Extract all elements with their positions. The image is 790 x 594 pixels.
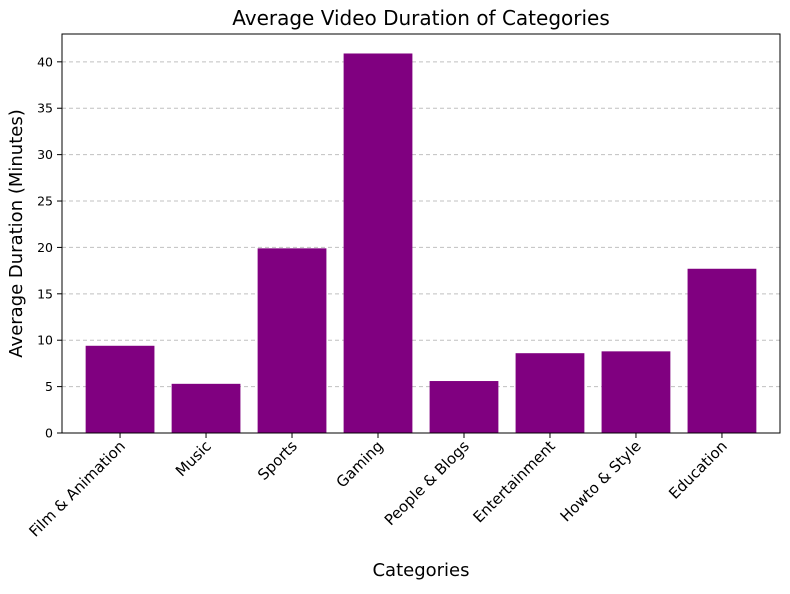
x-tick-label: Gaming [333,437,387,491]
bar [257,248,327,433]
x-axis-label: Categories [372,560,469,581]
x-tick-label: People & Blogs [381,437,473,529]
y-tick-label: 10 [37,333,53,348]
y-tick-label: 20 [37,240,53,255]
x-axis-ticks: Film & Animation Music Sports GamingPeople … [25,433,731,540]
bar [429,381,499,433]
y-tick-label: 40 [37,54,53,69]
y-tick-label: 25 [37,194,53,209]
chart-title: Average Video Duration of Categories [232,6,610,30]
x-tick-label: Sports [254,437,301,484]
bar [687,268,757,433]
x-tick-label: Howto & Style [557,437,645,525]
y-axis-ticks: 0 5 10 15 20 25 30 35 40 [37,54,62,441]
grid-lines [62,61,780,388]
y-tick-label: 35 [37,101,53,116]
plot-frame [61,33,781,434]
x-tick-label: Entertainment [470,437,559,526]
bar [85,345,155,433]
y-tick-label: 0 [45,426,53,441]
bar [171,383,241,433]
x-tick-label: Film & Animation [25,437,128,540]
bar [343,53,413,433]
bars [85,53,757,433]
bar [601,351,671,433]
y-tick-label: 30 [37,147,53,162]
y-tick-label: 15 [37,286,53,301]
y-axis-label: Average Duration (Minutes) [6,109,27,357]
x-tick-label: Education [665,437,731,503]
bar [515,353,585,433]
x-tick-label: Music [172,437,215,480]
y-tick-label: 5 [45,379,53,394]
